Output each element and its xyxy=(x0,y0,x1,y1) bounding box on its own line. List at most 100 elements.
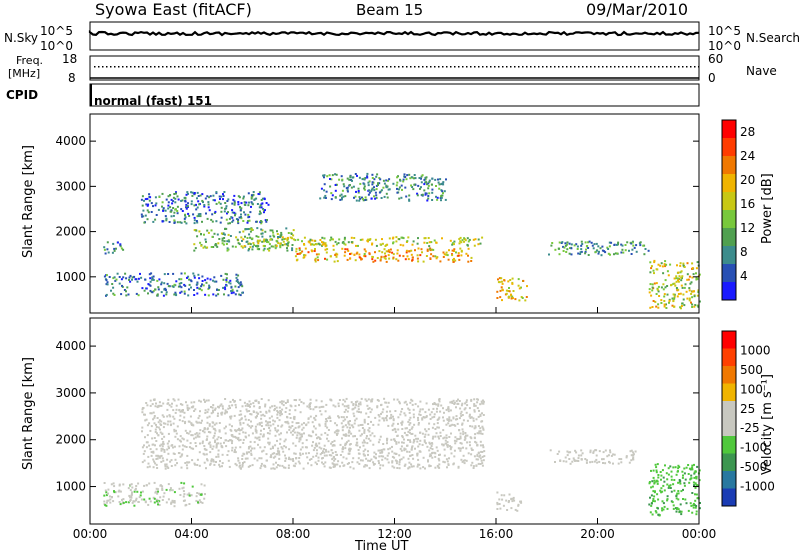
velocity-cell xyxy=(479,427,482,430)
power-cell xyxy=(340,175,343,178)
velocity-cell xyxy=(630,449,633,452)
velocity-cell xyxy=(358,452,361,455)
velocity-cell xyxy=(181,409,184,412)
freq-dot xyxy=(178,66,180,68)
velocity-cell xyxy=(508,493,511,496)
velocity-cell xyxy=(373,451,376,454)
power-cell xyxy=(225,218,228,221)
power-cell xyxy=(190,200,193,203)
velocity-cell xyxy=(173,399,176,402)
power-cell xyxy=(455,251,457,254)
freq-dot xyxy=(526,66,528,68)
power-cell xyxy=(350,236,353,239)
velocity-cell xyxy=(266,432,269,435)
power-cell xyxy=(165,293,168,296)
power-cell xyxy=(367,184,370,187)
power-colorbar-frame xyxy=(721,119,737,301)
power-cell xyxy=(261,235,264,238)
power-cell xyxy=(350,186,353,189)
velocity-cell xyxy=(312,441,314,444)
freq-dot xyxy=(142,66,144,68)
velocity-cell xyxy=(214,439,217,442)
power-cell xyxy=(193,216,196,219)
power-cell xyxy=(262,209,265,212)
velocity-cell xyxy=(193,437,195,440)
velocity-cell xyxy=(348,434,350,437)
velocity-cell xyxy=(456,422,459,425)
freq-dot xyxy=(322,66,324,68)
velocity-cell xyxy=(341,429,344,432)
power-cell xyxy=(131,278,133,281)
velocity-cell xyxy=(320,433,323,436)
velocity-cell xyxy=(254,425,257,428)
velocity-cell xyxy=(436,426,439,429)
velocity-cell xyxy=(164,465,167,468)
velocity-cell xyxy=(394,430,397,433)
nave-label: Nave xyxy=(746,64,777,78)
freq-dot xyxy=(274,66,276,68)
velocity-cell xyxy=(170,465,173,467)
velocity-cell xyxy=(342,416,345,419)
power-cell xyxy=(214,244,217,247)
power-cell xyxy=(210,229,213,232)
freq-dot xyxy=(370,66,372,68)
power-cell xyxy=(214,210,217,213)
velocity-cell xyxy=(153,501,156,504)
power-cell xyxy=(653,261,656,264)
velocity-ytick-label: 2000 xyxy=(55,433,86,447)
power-cell xyxy=(237,281,239,284)
velocity-cell xyxy=(655,466,658,469)
power-cell xyxy=(428,248,431,251)
velocity-cell xyxy=(211,425,214,428)
power-cell xyxy=(233,203,236,206)
velocity-cell xyxy=(479,414,482,417)
power-cell xyxy=(467,247,470,250)
velocity-cell xyxy=(212,404,215,407)
velocity-cell xyxy=(231,442,233,445)
power-cell xyxy=(411,186,414,188)
power-cell xyxy=(170,198,173,201)
power-cell xyxy=(204,293,207,296)
velocity-cell xyxy=(258,457,261,460)
velocity-cell xyxy=(250,413,253,416)
velocity-cell xyxy=(372,443,375,446)
power-cell xyxy=(176,212,179,215)
power-cell xyxy=(248,201,250,204)
freq-dot xyxy=(586,66,588,68)
power-cell xyxy=(458,258,461,261)
velocity-cell xyxy=(345,457,348,460)
velocity-cell xyxy=(418,410,421,413)
velocity-cell xyxy=(169,420,172,423)
velocity-cell xyxy=(358,429,361,432)
freq-dot xyxy=(106,66,108,68)
velocity-cell xyxy=(661,469,664,472)
power-cell xyxy=(341,247,344,250)
velocity-cell xyxy=(133,490,136,493)
power-cell xyxy=(526,285,528,288)
power-cell xyxy=(203,245,206,248)
power-cell xyxy=(505,289,508,292)
velocity-cell xyxy=(199,400,202,403)
velocity-cell xyxy=(370,420,372,423)
power-cell xyxy=(192,213,195,216)
velocity-cell xyxy=(227,407,230,410)
power-cell xyxy=(360,258,363,261)
power-cell xyxy=(388,257,391,260)
power-cell xyxy=(362,177,365,180)
power-cell xyxy=(657,303,660,306)
velocity-cell xyxy=(411,465,413,468)
power-cell xyxy=(247,204,250,207)
velocity-cell xyxy=(421,417,424,420)
power-cell xyxy=(366,172,369,175)
velocity-cell xyxy=(225,411,228,414)
velocity-cell xyxy=(195,495,198,498)
velocity-cell xyxy=(325,420,328,423)
velocity-cell xyxy=(698,507,701,510)
velocity-cell xyxy=(693,484,696,487)
velocity-cell xyxy=(179,455,182,458)
velocity-cell xyxy=(328,415,331,418)
velocity-cell xyxy=(396,398,399,401)
velocity-cell xyxy=(186,461,189,464)
velocity-colorbar-swatch xyxy=(722,401,736,419)
velocity-cell xyxy=(274,427,277,430)
